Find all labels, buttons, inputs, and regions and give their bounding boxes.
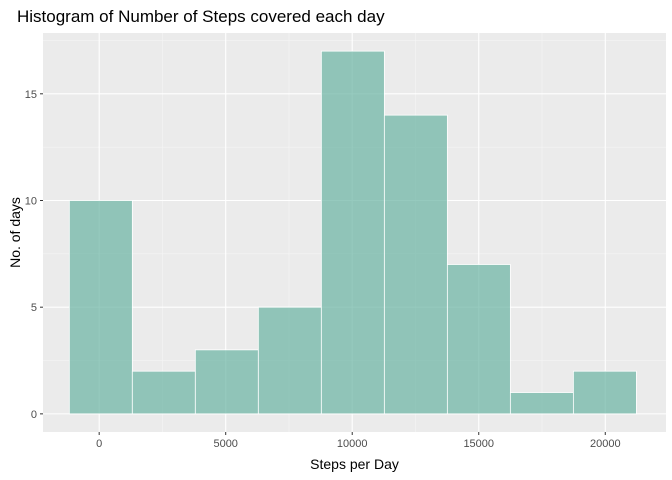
histogram-bar bbox=[320, 50, 385, 415]
x-tick-label: 20000 bbox=[590, 438, 621, 450]
histogram-bar bbox=[572, 370, 637, 415]
y-axis-title: No. of days bbox=[7, 197, 23, 268]
y-tick-label: 15 bbox=[25, 89, 37, 101]
histogram-bar bbox=[509, 392, 574, 415]
y-tick-label: 10 bbox=[25, 195, 37, 207]
y-tick-label: 5 bbox=[31, 302, 37, 314]
y-axis-ticks: 0 5 10 15 bbox=[25, 89, 43, 421]
x-tick-label: 10000 bbox=[337, 438, 368, 450]
x-tick-label: 0 bbox=[96, 438, 102, 450]
histogram-bars bbox=[68, 50, 637, 415]
histogram-bar bbox=[446, 264, 511, 415]
x-tick-label: 15000 bbox=[463, 438, 494, 450]
x-tick-label: 5000 bbox=[213, 438, 237, 450]
histogram-bar bbox=[383, 114, 448, 415]
histogram-bar bbox=[257, 306, 322, 415]
x-axis-title: Steps per Day bbox=[310, 456, 399, 472]
chart-title: Histogram of Number of Steps covered eac… bbox=[17, 7, 385, 26]
y-tick-label: 0 bbox=[31, 409, 37, 421]
histogram-bar bbox=[194, 349, 259, 415]
x-axis-ticks: 0 5000 10000 15000 20000 bbox=[96, 432, 621, 450]
histogram-bar bbox=[131, 370, 196, 415]
histogram-bar bbox=[68, 200, 133, 415]
